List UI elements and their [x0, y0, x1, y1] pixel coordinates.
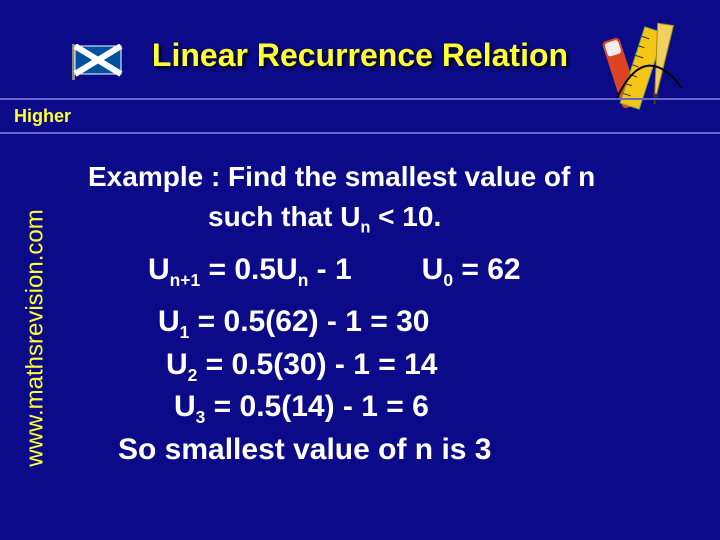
example-line-2-sub: n [360, 218, 370, 236]
rel-lhs-sub: n+1 [170, 270, 200, 290]
rel-mid-sub: n [298, 270, 309, 290]
rel-tail: - 1 [308, 253, 351, 286]
conclusion-line: So smallest value of n is 3 [88, 430, 700, 471]
example-line-2a: such that U [208, 201, 360, 232]
slide: Linear Recurrence Relation [0, 0, 720, 540]
c1a: U [158, 305, 180, 338]
init-a: U [422, 253, 444, 286]
flag-icon [72, 44, 126, 80]
calc-line-1: U1 = 0.5(62) - 1 = 30 [158, 302, 700, 343]
c2b: = 0.5(30) - 1 = 14 [197, 348, 437, 381]
init-sub: 0 [443, 270, 453, 290]
initial-condition: U0 = 62 [422, 250, 521, 291]
calculation-block: U1 = 0.5(62) - 1 = 30 U2 = 0.5(30) - 1 =… [88, 302, 700, 428]
rel-mid: = 0.5U [200, 253, 298, 286]
c2s: 2 [188, 365, 198, 385]
sidebar-url: www.mathsrevision.com [22, 209, 50, 466]
sidebar: www.mathsrevision.com [0, 150, 72, 526]
slide-title: Linear Recurrence Relation [152, 37, 568, 74]
level-bar: Higher [0, 98, 720, 134]
recurrence-row: Un+1 = 0.5Un - 1 U0 = 62 [88, 250, 700, 291]
c3b: = 0.5(14) - 1 = 6 [205, 390, 428, 423]
body-content: Example : Find the smallest value of n s… [88, 156, 700, 530]
c3a: U [174, 390, 196, 423]
example-line-2: such that Un < 10. [88, 198, 700, 236]
level-label: Higher [14, 106, 71, 127]
c3s: 3 [196, 407, 206, 427]
rel-lhs: U [148, 253, 170, 286]
c1s: 1 [180, 322, 190, 342]
example-line-1: Example : Find the smallest value of n [88, 158, 700, 196]
example-line-2b: < 10. [370, 201, 441, 232]
calc-line-3: U3 = 0.5(14) - 1 = 6 [158, 387, 700, 428]
c1b: = 0.5(62) - 1 = 30 [189, 305, 429, 338]
c2a: U [166, 348, 188, 381]
init-b: = 62 [453, 253, 521, 286]
calc-line-2: U2 = 0.5(30) - 1 = 14 [158, 345, 700, 386]
recurrence-relation: Un+1 = 0.5Un - 1 [148, 250, 352, 291]
